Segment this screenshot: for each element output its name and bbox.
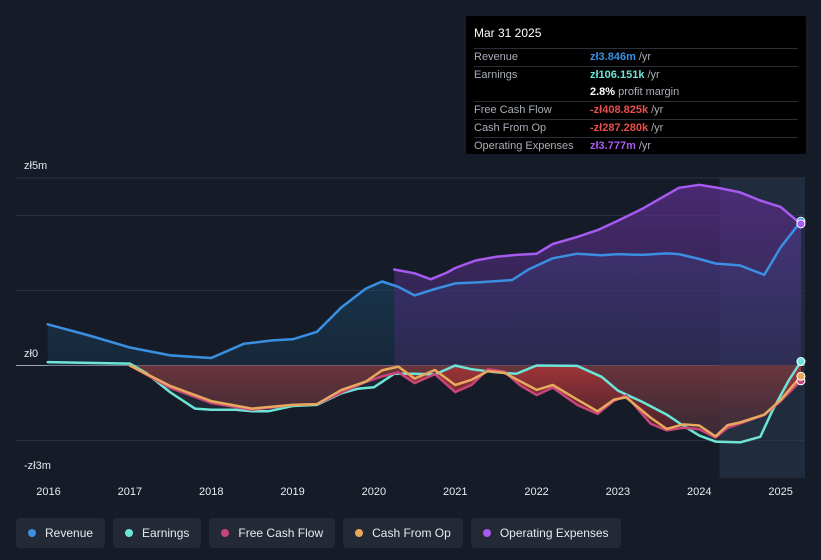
operating-expenses-line	[392, 183, 803, 281]
legend-item-earnings[interactable]: Earnings	[113, 518, 202, 548]
tooltip-unit: /yr	[638, 51, 652, 63]
tooltip-row-revenue: Revenue zł3.846m /yr	[474, 48, 798, 66]
tooltip-unit: /yr	[638, 140, 652, 152]
legend-label: Revenue	[45, 526, 94, 540]
x-tick-label: 2016	[36, 486, 60, 498]
marker-layer	[796, 216, 806, 386]
x-tick-label: 2018	[199, 486, 223, 498]
legend-label: Free Cash Flow	[238, 526, 324, 540]
tooltip-label: Revenue	[474, 51, 519, 63]
tooltip-value: zł3.777m	[590, 140, 636, 152]
tooltip-value: zł106.151k	[590, 69, 645, 81]
legend-item-operating-expenses[interactable]: Operating Expenses	[470, 518, 621, 548]
area-layer	[47, 184, 801, 443]
tooltip-row-free-cash-flow: Free Cash Flow -zł408.825k /yr	[474, 101, 798, 119]
x-tick-label: 2019	[280, 486, 304, 498]
legend-label: Operating Expenses	[499, 526, 609, 540]
x-tick-label: 2021	[443, 486, 467, 498]
legend-item-revenue[interactable]: Revenue	[16, 518, 106, 548]
line-layer	[46, 183, 803, 444]
revenue-line	[46, 220, 803, 360]
cash-from-op-line	[128, 364, 803, 438]
tooltip-value: 2.8%	[590, 86, 616, 98]
chart-legend: Revenue Earnings Free Cash Flow Cash Fro…	[16, 518, 621, 548]
x-tick-label: 2020	[362, 486, 386, 498]
tooltip-value: -zł408.825k	[590, 104, 649, 116]
legend-dot-icon	[482, 529, 491, 537]
tooltip-unit: /yr	[647, 69, 660, 81]
tooltip-date: Mar 31 2025	[474, 26, 542, 40]
data-tooltip: Mar 31 2025 Revenue zł3.846m /yr Earning…	[466, 16, 806, 154]
y-axis-top-label: zł5m	[24, 160, 48, 172]
tooltip-unit: /yr	[651, 104, 664, 116]
earnings-end-marker	[796, 357, 806, 367]
tooltip-value: zł3.846m	[590, 51, 636, 63]
tooltip-row-margin: 2.8% profit margin	[474, 84, 798, 101]
x-tick-label: 2025	[768, 486, 792, 498]
legend-label: Earnings	[142, 526, 190, 540]
x-tick-label: 2022	[524, 486, 548, 498]
x-tick-label: 2023	[606, 486, 630, 498]
chart-canvas: 2016 2017 2018 2019 2020 2021 2022 2023 2024 2025	[16, 177, 806, 498]
tooltip-value: -zł287.280k	[590, 122, 649, 134]
legend-item-cash-from-op[interactable]: Cash From Op	[343, 518, 463, 548]
operating-expenses-end-marker	[796, 219, 806, 229]
tooltip-row-operating-expenses: Operating Expenses zł3.777m /yr	[474, 137, 798, 155]
legend-dot-icon	[221, 529, 230, 537]
x-tick-label: 2024	[687, 486, 711, 498]
tooltip-row-cash-from-op: Cash From Op -zł287.280k /yr	[474, 119, 798, 137]
legend-item-free-cash-flow[interactable]: Free Cash Flow	[209, 518, 336, 548]
earnings-area	[47, 361, 801, 443]
x-axis-ticks: 2016 2017 2018 2019 2020 2021 2022 2023 2024 2025	[36, 486, 793, 498]
x-tick-label: 2017	[118, 486, 142, 498]
y-axis-zero-label: zł0	[24, 348, 39, 360]
tooltip-row-earnings: Earnings zł106.151k /yr	[474, 66, 798, 84]
legend-dot-icon	[28, 529, 36, 537]
legend-label: Cash From Op	[372, 526, 451, 540]
y-axis-bottom-label: -zł3m	[24, 460, 51, 472]
tooltip-label	[474, 84, 590, 101]
legend-dot-icon	[125, 529, 134, 537]
free-cash-flow-area	[129, 365, 801, 438]
tooltip-unit: profit margin	[618, 86, 680, 98]
tooltip-unit: /yr	[651, 122, 664, 134]
tooltip-label: Earnings	[474, 69, 518, 81]
tooltip-label: Operating Expenses	[474, 140, 574, 152]
operating-expenses-area	[394, 184, 801, 366]
tooltip-label: Free Cash Flow	[474, 104, 552, 116]
earnings-line	[46, 360, 803, 444]
legend-dot-icon	[355, 529, 364, 537]
cash-from-op-end-marker	[796, 371, 806, 381]
tooltip-label: Cash From Op	[474, 122, 547, 134]
